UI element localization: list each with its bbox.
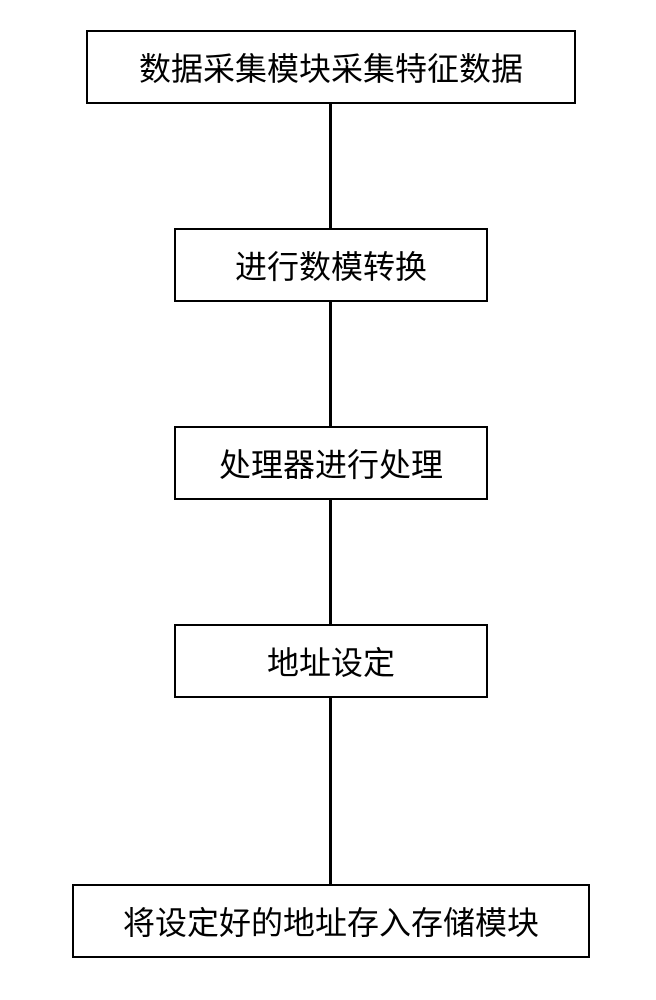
- flowchart-edge: [329, 302, 332, 426]
- flowchart-node-label: 地址设定: [267, 638, 395, 684]
- flowchart-node-label: 数据采集模块采集特征数据: [139, 44, 523, 90]
- flowchart-node: 进行数模转换: [174, 228, 488, 302]
- flowchart-node: 处理器进行处理: [174, 426, 488, 500]
- flowchart-edge: [329, 500, 332, 624]
- flowchart-node: 将设定好的地址存入存储模块: [72, 884, 590, 958]
- flowchart-node-label: 将设定好的地址存入存储模块: [123, 898, 539, 944]
- flowchart-node-label: 进行数模转换: [235, 242, 427, 288]
- flowchart-node: 数据采集模块采集特征数据: [86, 30, 576, 104]
- flowchart-edge: [329, 698, 332, 884]
- flowchart-node: 地址设定: [174, 624, 488, 698]
- flowchart-node-label: 处理器进行处理: [219, 440, 443, 486]
- flowchart-canvas: 数据采集模块采集特征数据 进行数模转换 处理器进行处理 地址设定 将设定好的地址…: [0, 0, 656, 1000]
- flowchart-edge: [329, 104, 332, 228]
